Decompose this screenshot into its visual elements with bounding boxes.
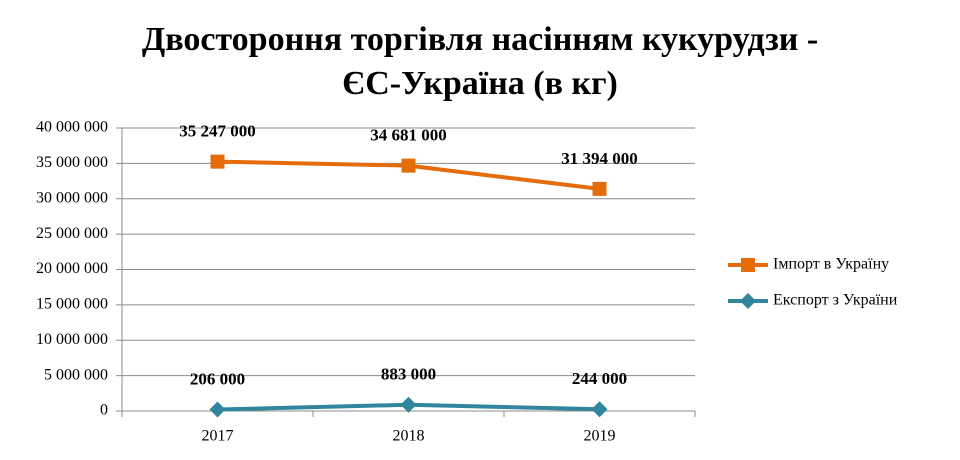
- value-label: 31 394 000: [561, 149, 638, 168]
- marker: [210, 154, 225, 169]
- chart-title: ЄС-Україна (в кг): [342, 65, 618, 102]
- value-label: 206 000: [190, 369, 245, 388]
- marker: [209, 401, 226, 418]
- y-tick-label: 20 000 000: [36, 260, 108, 277]
- value-label: 883 000: [381, 365, 436, 384]
- marker: [401, 158, 416, 173]
- y-tick-label: 5 000 000: [44, 366, 108, 383]
- marker: [592, 181, 607, 196]
- marker: [400, 396, 417, 413]
- value-label: 34 681 000: [370, 126, 447, 145]
- x-tick-label: 2019: [584, 428, 616, 445]
- y-tick-label: 40 000 000: [36, 119, 108, 136]
- y-tick-label: 25 000 000: [36, 225, 108, 242]
- legend-label: Експорт з України: [773, 292, 898, 309]
- chart-title: Двостороння торгівля насінням кукурудзи …: [142, 21, 818, 58]
- y-tick-label: 15 000 000: [36, 296, 108, 313]
- legend-label: Імпорт в Україну: [773, 256, 889, 273]
- x-tick-label: 2017: [202, 428, 234, 445]
- marker: [741, 258, 755, 272]
- y-tick-label: 30 000 000: [36, 189, 108, 206]
- y-tick-label: 0: [100, 402, 108, 419]
- marker: [591, 401, 608, 418]
- x-tick-label: 2018: [393, 428, 425, 445]
- y-tick-label: 35 000 000: [36, 154, 108, 171]
- value-label: 35 247 000: [179, 122, 256, 141]
- marker: [740, 293, 756, 309]
- value-label: 244 000: [572, 369, 627, 388]
- y-tick-label: 10 000 000: [36, 331, 108, 348]
